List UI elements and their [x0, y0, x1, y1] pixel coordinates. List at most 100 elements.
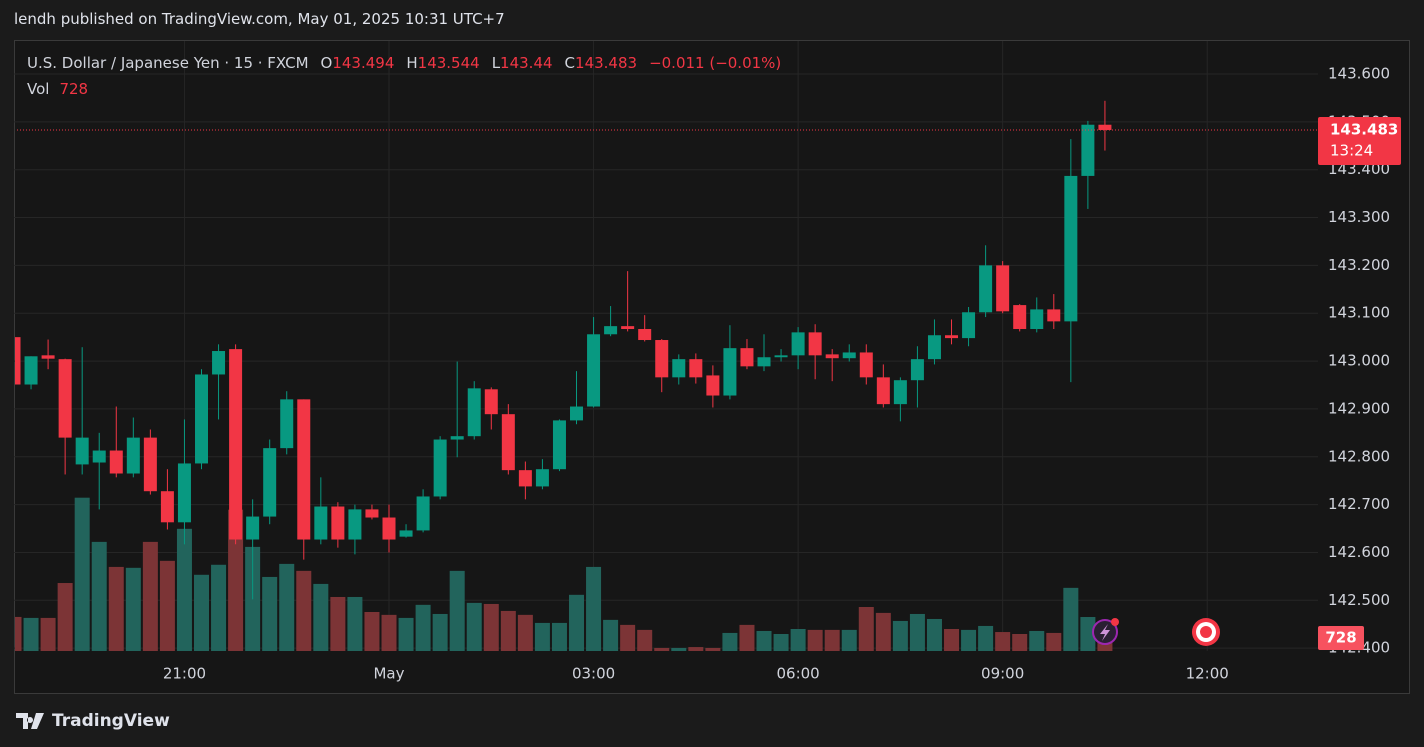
high-label: H [406, 54, 418, 72]
volume-bar [228, 509, 244, 651]
volume-bar [40, 617, 56, 651]
volume-bar [841, 629, 857, 651]
close-value: 143.483 [575, 54, 638, 72]
volume-bar [57, 583, 73, 651]
volume-axis-label: 728 [1325, 628, 1356, 646]
volume-bar [739, 624, 755, 651]
candle-body [655, 340, 669, 378]
candle-body [41, 355, 55, 359]
y-tick-label: 143.600 [1328, 65, 1390, 83]
candle-body [365, 509, 379, 518]
volume-bar [807, 629, 823, 651]
candle-body [825, 354, 839, 359]
brand: TradingView [52, 711, 170, 731]
header-title: lendh published on TradingView.com, May … [14, 10, 505, 28]
open-label: O [320, 54, 333, 72]
x-tick-label: 09:00 [981, 665, 1024, 683]
candle-body [638, 329, 652, 341]
candle-body [177, 463, 191, 523]
volume-bar [483, 603, 499, 651]
candle-body [621, 326, 635, 330]
x-tick-label: 06:00 [776, 665, 819, 683]
volume-bar [296, 570, 312, 651]
candle-body [706, 375, 720, 396]
candle-body [1030, 309, 1044, 330]
volume-bar [858, 606, 874, 651]
candle-body [808, 332, 822, 356]
volume-bar [159, 560, 175, 651]
volume-bar [995, 632, 1011, 651]
volume-row: Vol 728 [27, 80, 781, 106]
candle-body [672, 359, 686, 378]
candle-body [996, 265, 1010, 312]
volume-bar [756, 630, 772, 651]
candle-body [126, 437, 140, 474]
candle-body [348, 509, 362, 540]
volume-label-box [1318, 625, 1364, 650]
volume-bar [671, 647, 687, 651]
volume-bar [1029, 630, 1045, 651]
candle-body [1098, 124, 1112, 130]
volume-bar [620, 624, 636, 651]
logo [16, 713, 44, 729]
volume-bar [1012, 634, 1028, 651]
y-tick-label: 142.800 [1328, 447, 1390, 465]
volume-bar [1046, 632, 1062, 651]
candle-body [740, 348, 754, 367]
volume-value: 728 [59, 80, 89, 98]
candle-body [535, 469, 549, 487]
lightning-icon[interactable] [1092, 618, 1119, 645]
candle-body [433, 439, 447, 497]
candle-body [484, 389, 498, 415]
candle-body [689, 359, 703, 378]
volume-bar [603, 619, 619, 651]
candle-body [501, 414, 515, 471]
volume-bar [961, 629, 977, 651]
candle-body [382, 517, 396, 540]
low-value: 143.44 [500, 54, 553, 72]
axes: 142.400142.500142.600142.700142.800142.9… [163, 65, 1401, 683]
candle-body [723, 348, 737, 396]
volume-bar [142, 541, 158, 651]
volume-bar [500, 610, 516, 651]
y-tick-label: 143.200 [1328, 256, 1390, 274]
y-tick-label: 143.000 [1328, 352, 1390, 370]
volume-bar [398, 617, 414, 651]
candle-body [450, 436, 464, 440]
x-tick-label: 21:00 [163, 665, 206, 683]
volume-bar [705, 647, 721, 651]
y-tick-label: 142.600 [1328, 543, 1390, 561]
candle-body [518, 470, 532, 487]
candle-body [229, 349, 243, 540]
candle-body [604, 326, 618, 335]
volume-bar [23, 617, 39, 651]
candle-body [246, 516, 260, 540]
volume-bar [551, 622, 567, 651]
volume-bar [415, 604, 431, 651]
candle-body [109, 450, 123, 474]
candle-body [143, 437, 157, 492]
candle-body [280, 399, 294, 449]
volume-bar [211, 564, 227, 651]
y-tick-label: 142.500 [1328, 591, 1390, 609]
volume-bar [944, 628, 960, 651]
candle-body [962, 312, 976, 339]
candle-body [1081, 124, 1095, 176]
volume-bar [517, 614, 533, 651]
volume-bar [91, 541, 107, 651]
record-icon[interactable] [1192, 618, 1220, 646]
candle-body [757, 357, 771, 367]
change: −0.011 (−0.01%) [649, 54, 782, 72]
y-tick-label: 142.700 [1328, 495, 1390, 513]
volume-bar [381, 614, 397, 651]
volume-bar [586, 566, 602, 651]
volume-bar [790, 628, 806, 651]
volume-bar [176, 528, 192, 651]
volume-bar [15, 616, 22, 651]
volume-bar [824, 629, 840, 651]
candle-body [842, 352, 856, 359]
volume-bar [330, 596, 346, 651]
candle-body [160, 491, 174, 523]
